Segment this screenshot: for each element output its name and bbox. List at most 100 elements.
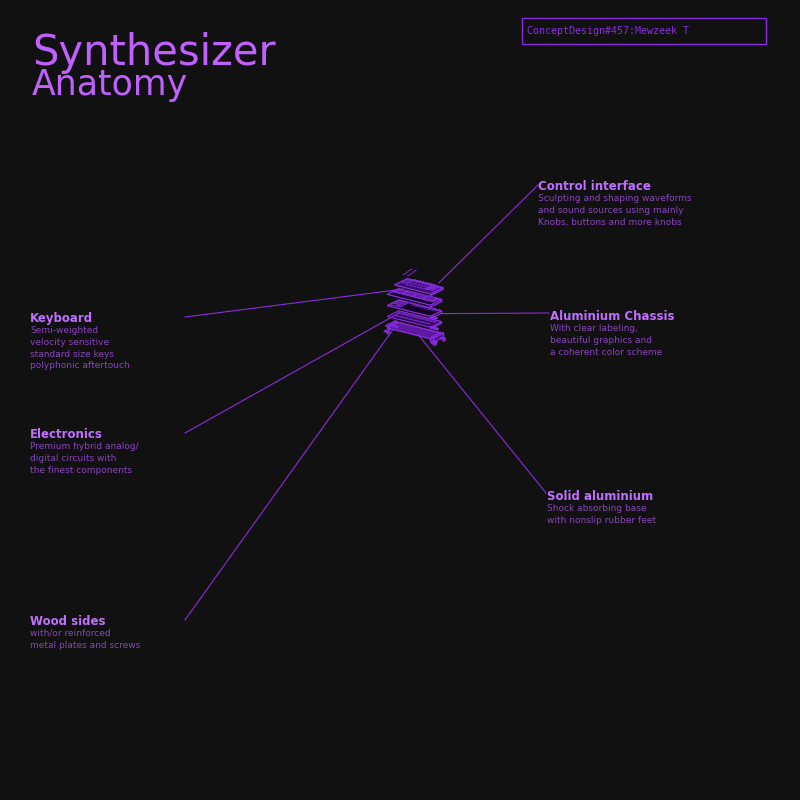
Polygon shape — [430, 286, 438, 290]
Polygon shape — [410, 292, 411, 293]
Polygon shape — [435, 298, 437, 299]
Text: Synthesizer: Synthesizer — [32, 32, 276, 74]
Polygon shape — [416, 293, 417, 294]
Polygon shape — [427, 286, 434, 290]
Polygon shape — [418, 321, 421, 322]
Polygon shape — [398, 289, 442, 302]
Polygon shape — [406, 292, 410, 294]
Polygon shape — [425, 286, 432, 289]
Polygon shape — [430, 298, 438, 302]
Polygon shape — [414, 294, 421, 298]
Polygon shape — [418, 295, 423, 297]
Polygon shape — [428, 323, 430, 325]
Polygon shape — [418, 294, 420, 295]
Polygon shape — [398, 322, 442, 336]
Polygon shape — [398, 311, 442, 323]
Polygon shape — [412, 319, 414, 321]
Polygon shape — [410, 282, 412, 283]
Polygon shape — [432, 298, 439, 302]
Polygon shape — [409, 291, 410, 293]
Polygon shape — [430, 286, 437, 290]
Text: Keyboard: Keyboard — [30, 312, 93, 325]
Polygon shape — [399, 313, 402, 314]
Text: Control interface: Control interface — [538, 180, 651, 193]
Polygon shape — [410, 315, 414, 317]
Polygon shape — [402, 279, 413, 283]
Polygon shape — [390, 303, 399, 306]
Polygon shape — [430, 342, 436, 344]
Polygon shape — [433, 298, 438, 302]
Polygon shape — [434, 342, 436, 346]
Polygon shape — [431, 287, 438, 290]
Polygon shape — [430, 288, 443, 296]
Polygon shape — [427, 320, 430, 321]
Polygon shape — [421, 296, 428, 299]
Polygon shape — [413, 292, 414, 294]
Polygon shape — [419, 295, 426, 299]
Polygon shape — [406, 292, 413, 295]
Text: Sculpting and shaping waveforms
and sound sources using mainly
Knobs, buttons an: Sculpting and shaping waveforms and soun… — [538, 194, 692, 226]
Polygon shape — [387, 331, 390, 334]
Polygon shape — [424, 295, 426, 296]
Polygon shape — [443, 338, 445, 342]
Polygon shape — [427, 284, 429, 285]
Polygon shape — [425, 297, 432, 300]
Polygon shape — [387, 300, 442, 316]
Polygon shape — [413, 281, 415, 282]
Polygon shape — [401, 313, 405, 314]
Polygon shape — [406, 292, 411, 294]
Polygon shape — [422, 296, 430, 300]
Polygon shape — [410, 293, 414, 295]
Polygon shape — [438, 298, 439, 300]
Polygon shape — [419, 295, 425, 298]
Polygon shape — [384, 330, 390, 332]
Polygon shape — [431, 297, 432, 298]
Polygon shape — [406, 292, 414, 296]
Text: Semi-weighted
velocity sensitive
standard size keys
polyphonic aftertouch: Semi-weighted velocity sensitive standar… — [30, 326, 130, 370]
Polygon shape — [439, 338, 445, 339]
Polygon shape — [407, 291, 409, 292]
Polygon shape — [400, 303, 403, 304]
Text: With clear labeling,
beautiful graphics and
a coherent color scheme: With clear labeling, beautiful graphics … — [550, 324, 662, 357]
Polygon shape — [426, 297, 431, 299]
Polygon shape — [428, 298, 434, 300]
Polygon shape — [430, 298, 435, 300]
Polygon shape — [387, 322, 442, 339]
Polygon shape — [398, 306, 402, 307]
Polygon shape — [393, 303, 396, 304]
Polygon shape — [417, 295, 424, 298]
Polygon shape — [430, 285, 432, 286]
Polygon shape — [408, 293, 413, 294]
Text: Solid aluminium: Solid aluminium — [547, 490, 653, 503]
Polygon shape — [401, 290, 406, 293]
Polygon shape — [387, 289, 442, 305]
Polygon shape — [423, 286, 426, 287]
Polygon shape — [428, 286, 435, 290]
Polygon shape — [430, 326, 435, 328]
Polygon shape — [393, 289, 400, 292]
Polygon shape — [395, 302, 398, 303]
Polygon shape — [418, 318, 422, 319]
Polygon shape — [409, 285, 411, 286]
Polygon shape — [419, 295, 424, 298]
Polygon shape — [407, 278, 443, 290]
Polygon shape — [408, 293, 415, 296]
Polygon shape — [397, 290, 402, 292]
Polygon shape — [395, 290, 403, 293]
Text: Electronics: Electronics — [30, 428, 103, 441]
Polygon shape — [407, 318, 410, 319]
Polygon shape — [416, 294, 422, 297]
Polygon shape — [398, 290, 406, 294]
Polygon shape — [393, 326, 398, 327]
Polygon shape — [395, 303, 398, 305]
Polygon shape — [407, 314, 411, 316]
Polygon shape — [434, 318, 435, 319]
Polygon shape — [397, 301, 401, 302]
Polygon shape — [399, 289, 400, 290]
Text: Premium hybrid analog/
digital circuits with
the finest components: Premium hybrid analog/ digital circuits … — [30, 442, 138, 474]
Polygon shape — [411, 294, 418, 297]
Polygon shape — [434, 333, 443, 342]
Polygon shape — [429, 286, 436, 290]
Polygon shape — [430, 299, 442, 307]
Polygon shape — [430, 316, 435, 318]
